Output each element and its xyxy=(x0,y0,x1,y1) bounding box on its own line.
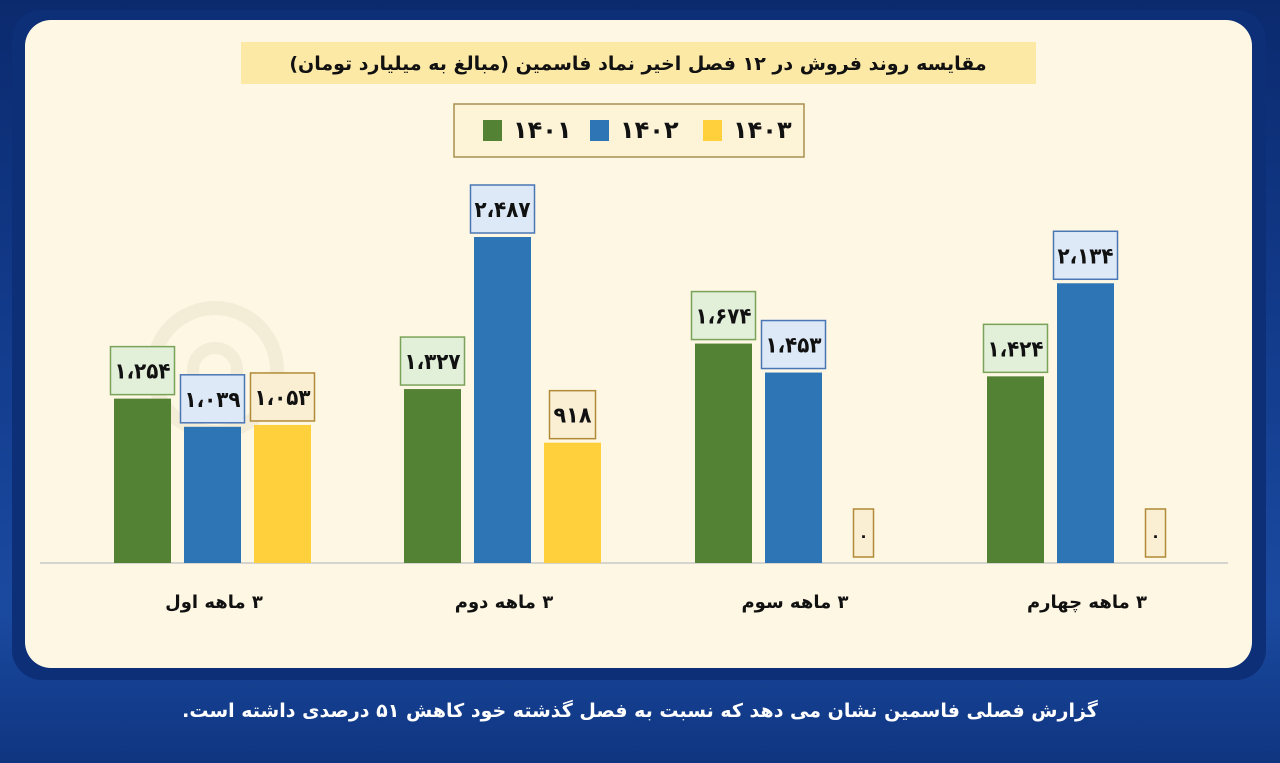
data-label-2-2: ۲،۴۸۷ xyxy=(475,198,532,223)
legend-label-2: ۱۴۰۲ xyxy=(620,116,679,144)
data-label-box-3-2 xyxy=(548,389,597,440)
x-tick-label-3: ۳ ماهه سوم xyxy=(741,592,848,613)
title-background xyxy=(241,42,1036,84)
bar-chart: مقایسه روند فروش در ۱۲ فصل اخیر نماد فاس… xyxy=(40,42,1228,613)
data-label-box-1-3 xyxy=(690,290,757,341)
data-label-box-3-3 xyxy=(852,508,875,558)
bar-2-3 xyxy=(765,372,822,563)
x-tick-label-4: ۳ ماهه چهارم xyxy=(1027,592,1147,613)
bar-1-3 xyxy=(695,343,752,563)
legend-label-1: ۱۴۰۱ xyxy=(513,116,572,144)
legend-swatch-1 xyxy=(483,120,502,141)
data-label-box-2-4 xyxy=(1052,230,1119,281)
data-label-1-4: ۱،۴۲۴ xyxy=(988,337,1044,362)
legend-label-3: ۱۴۰۳ xyxy=(733,116,792,144)
data-label-box-3-4 xyxy=(1144,508,1167,558)
data-label-box-3-1 xyxy=(249,372,316,422)
data-label-3-1: ۱،۰۵۳ xyxy=(255,386,312,411)
data-label-1-2: ۱،۳۲۷ xyxy=(405,350,462,375)
bar-2-4 xyxy=(1057,283,1114,563)
data-label-box-1-2 xyxy=(399,336,466,386)
data-label-box-2-1 xyxy=(179,374,246,424)
bar-1-2 xyxy=(404,389,461,563)
data-label-3-4: ۰ xyxy=(1151,526,1161,545)
legend-swatch-2 xyxy=(590,120,609,141)
bar-1-1 xyxy=(114,398,171,563)
bar-2-2 xyxy=(474,237,531,563)
data-label-box-2-3 xyxy=(760,319,827,370)
data-label-2-3: ۱،۴۵۳ xyxy=(766,334,823,359)
chart-panel: مقایسه روند فروش در ۱۲ فصل اخیر نماد فاس… xyxy=(25,20,1252,668)
x-tick-label-2: ۳ ماهه دوم xyxy=(455,592,553,613)
bar-1-4 xyxy=(987,376,1044,563)
data-label-2-1: ۱،۰۳۹ xyxy=(185,388,241,413)
legend-swatch-3 xyxy=(703,120,722,141)
bar-3-2 xyxy=(544,442,601,563)
data-label-box-1-1 xyxy=(109,345,176,396)
legend-box xyxy=(453,103,805,158)
data-label-1-3: ۱،۶۷۴ xyxy=(696,305,752,330)
chart-title: مقایسه روند فروش در ۱۲ فصل اخیر نماد فاس… xyxy=(289,53,986,75)
data-label-box-2-2 xyxy=(469,184,536,234)
data-label-box-1-4 xyxy=(982,323,1049,374)
bar-2-1 xyxy=(184,426,241,563)
bar-3-1 xyxy=(254,424,311,563)
data-label-3-3: ۰ xyxy=(859,526,869,545)
data-label-1-1: ۱،۲۵۴ xyxy=(115,360,171,385)
x-tick-label-1: ۳ ماهه اول xyxy=(165,592,263,613)
footer-caption: گزارش فصلی فاسمین نشان می دهد که نسبت به… xyxy=(182,700,1098,722)
data-label-3-2: ۹۱۸ xyxy=(554,404,593,429)
data-label-2-4: ۲،۱۳۴ xyxy=(1058,244,1114,269)
